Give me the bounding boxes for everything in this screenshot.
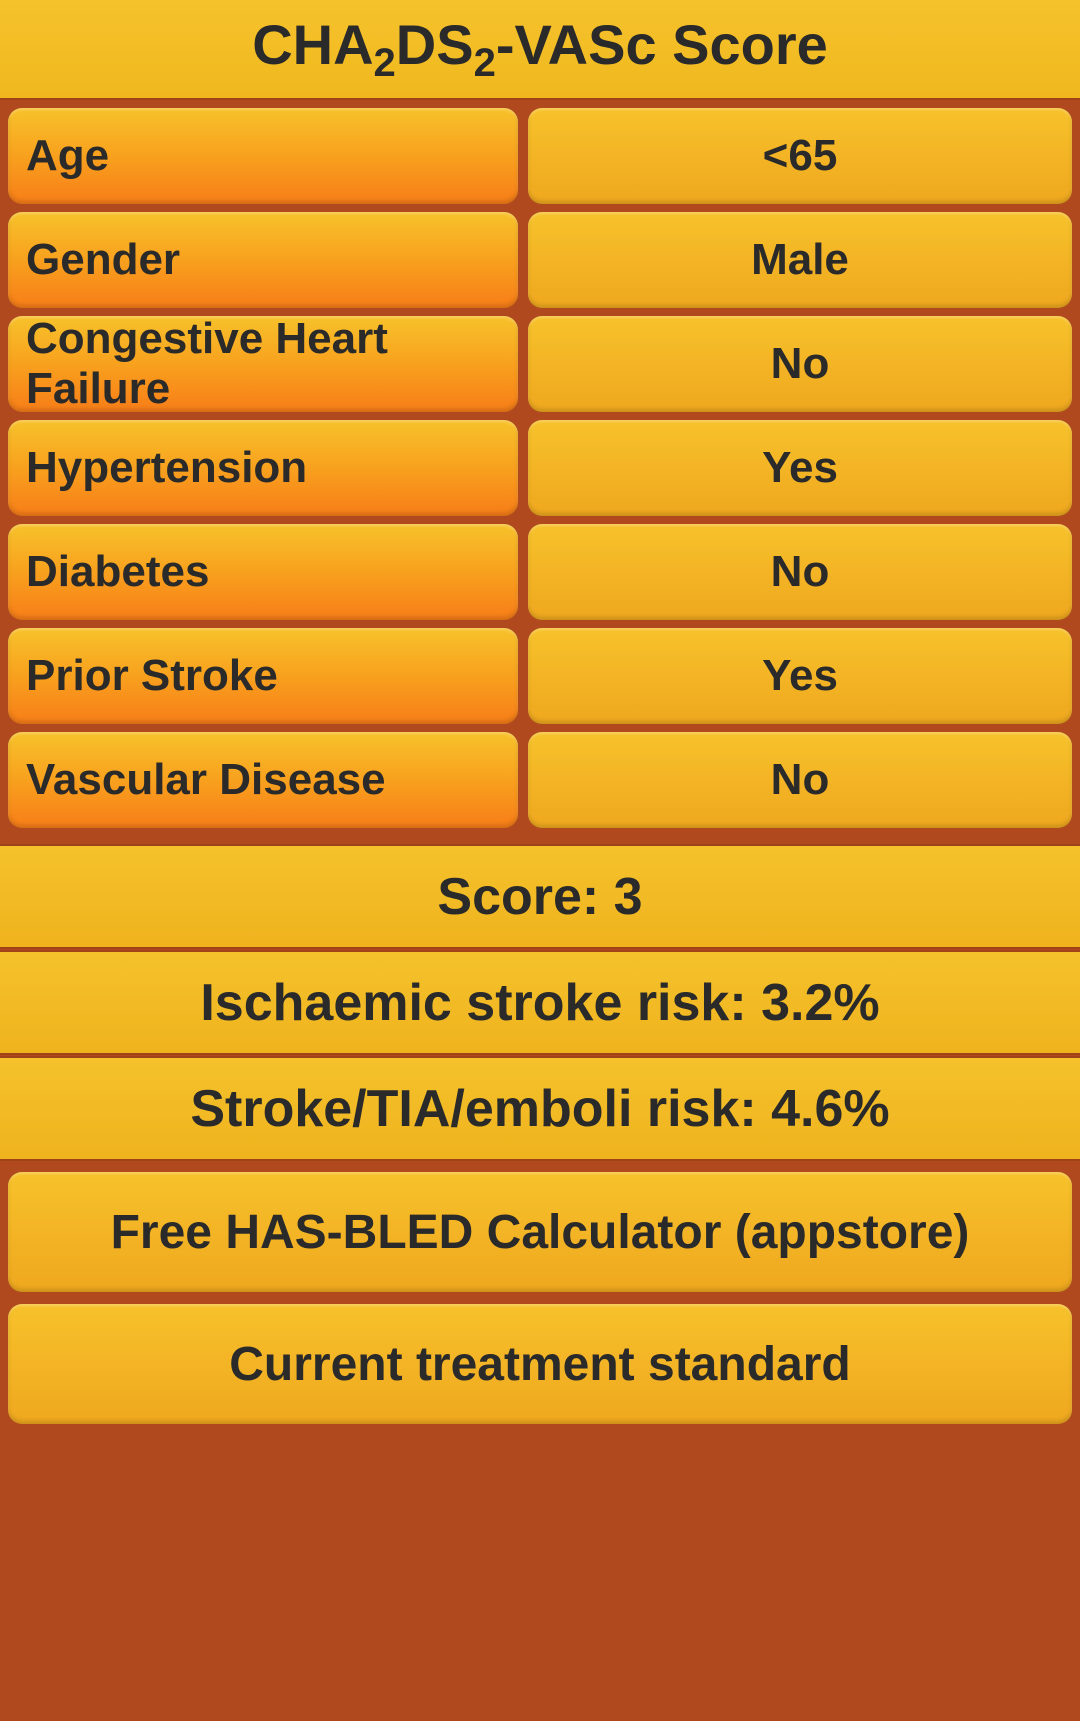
- ischaemic-risk-bar: Ischaemic stroke risk: 3.2%: [0, 950, 1080, 1055]
- value-age[interactable]: <65: [528, 108, 1072, 204]
- value-vascular-disease[interactable]: No: [528, 732, 1072, 828]
- value-hypertension[interactable]: Yes: [528, 420, 1072, 516]
- factors-grid: Age <65 Gender Male Congestive Heart Fai…: [0, 100, 1080, 844]
- row-hypertension: Hypertension Yes: [8, 420, 1072, 516]
- stroke-tia-risk-bar: Stroke/TIA/emboli risk: 4.6%: [0, 1056, 1080, 1161]
- row-prior-stroke: Prior Stroke Yes: [8, 628, 1072, 724]
- value-gender[interactable]: Male: [528, 212, 1072, 308]
- row-vascular-disease: Vascular Disease No: [8, 732, 1072, 828]
- page-title: CHA2DS2-VASc Score: [252, 12, 828, 86]
- value-prior-stroke[interactable]: Yes: [528, 628, 1072, 724]
- title-sub2: 2: [474, 41, 496, 85]
- row-age: Age <65: [8, 108, 1072, 204]
- label-diabetes: Diabetes: [8, 524, 518, 620]
- value-diabetes[interactable]: No: [528, 524, 1072, 620]
- value-chf[interactable]: No: [528, 316, 1072, 412]
- label-prior-stroke: Prior Stroke: [8, 628, 518, 724]
- title-mid: DS: [396, 13, 474, 76]
- row-gender: Gender Male: [8, 212, 1072, 308]
- header-bar: CHA2DS2-VASc Score: [0, 0, 1080, 100]
- label-vascular-disease: Vascular Disease: [8, 732, 518, 828]
- title-post: -VASc Score: [496, 13, 828, 76]
- title-sub1: 2: [374, 41, 396, 85]
- label-age: Age: [8, 108, 518, 204]
- row-diabetes: Diabetes No: [8, 524, 1072, 620]
- results-section: Score: 3 Ischaemic stroke risk: 3.2% Str…: [0, 844, 1080, 1161]
- bottom-buttons: Free HAS-BLED Calculator (appstore) Curr…: [0, 1162, 1080, 1424]
- hasbled-button[interactable]: Free HAS-BLED Calculator (appstore): [8, 1172, 1072, 1292]
- label-gender: Gender: [8, 212, 518, 308]
- score-bar: Score: 3: [0, 844, 1080, 949]
- treatment-button[interactable]: Current treatment standard: [8, 1304, 1072, 1424]
- label-hypertension: Hypertension: [8, 420, 518, 516]
- title-pre: CHA: [252, 13, 373, 76]
- row-chf: Congestive Heart Failure No: [8, 316, 1072, 412]
- label-chf: Congestive Heart Failure: [8, 316, 518, 412]
